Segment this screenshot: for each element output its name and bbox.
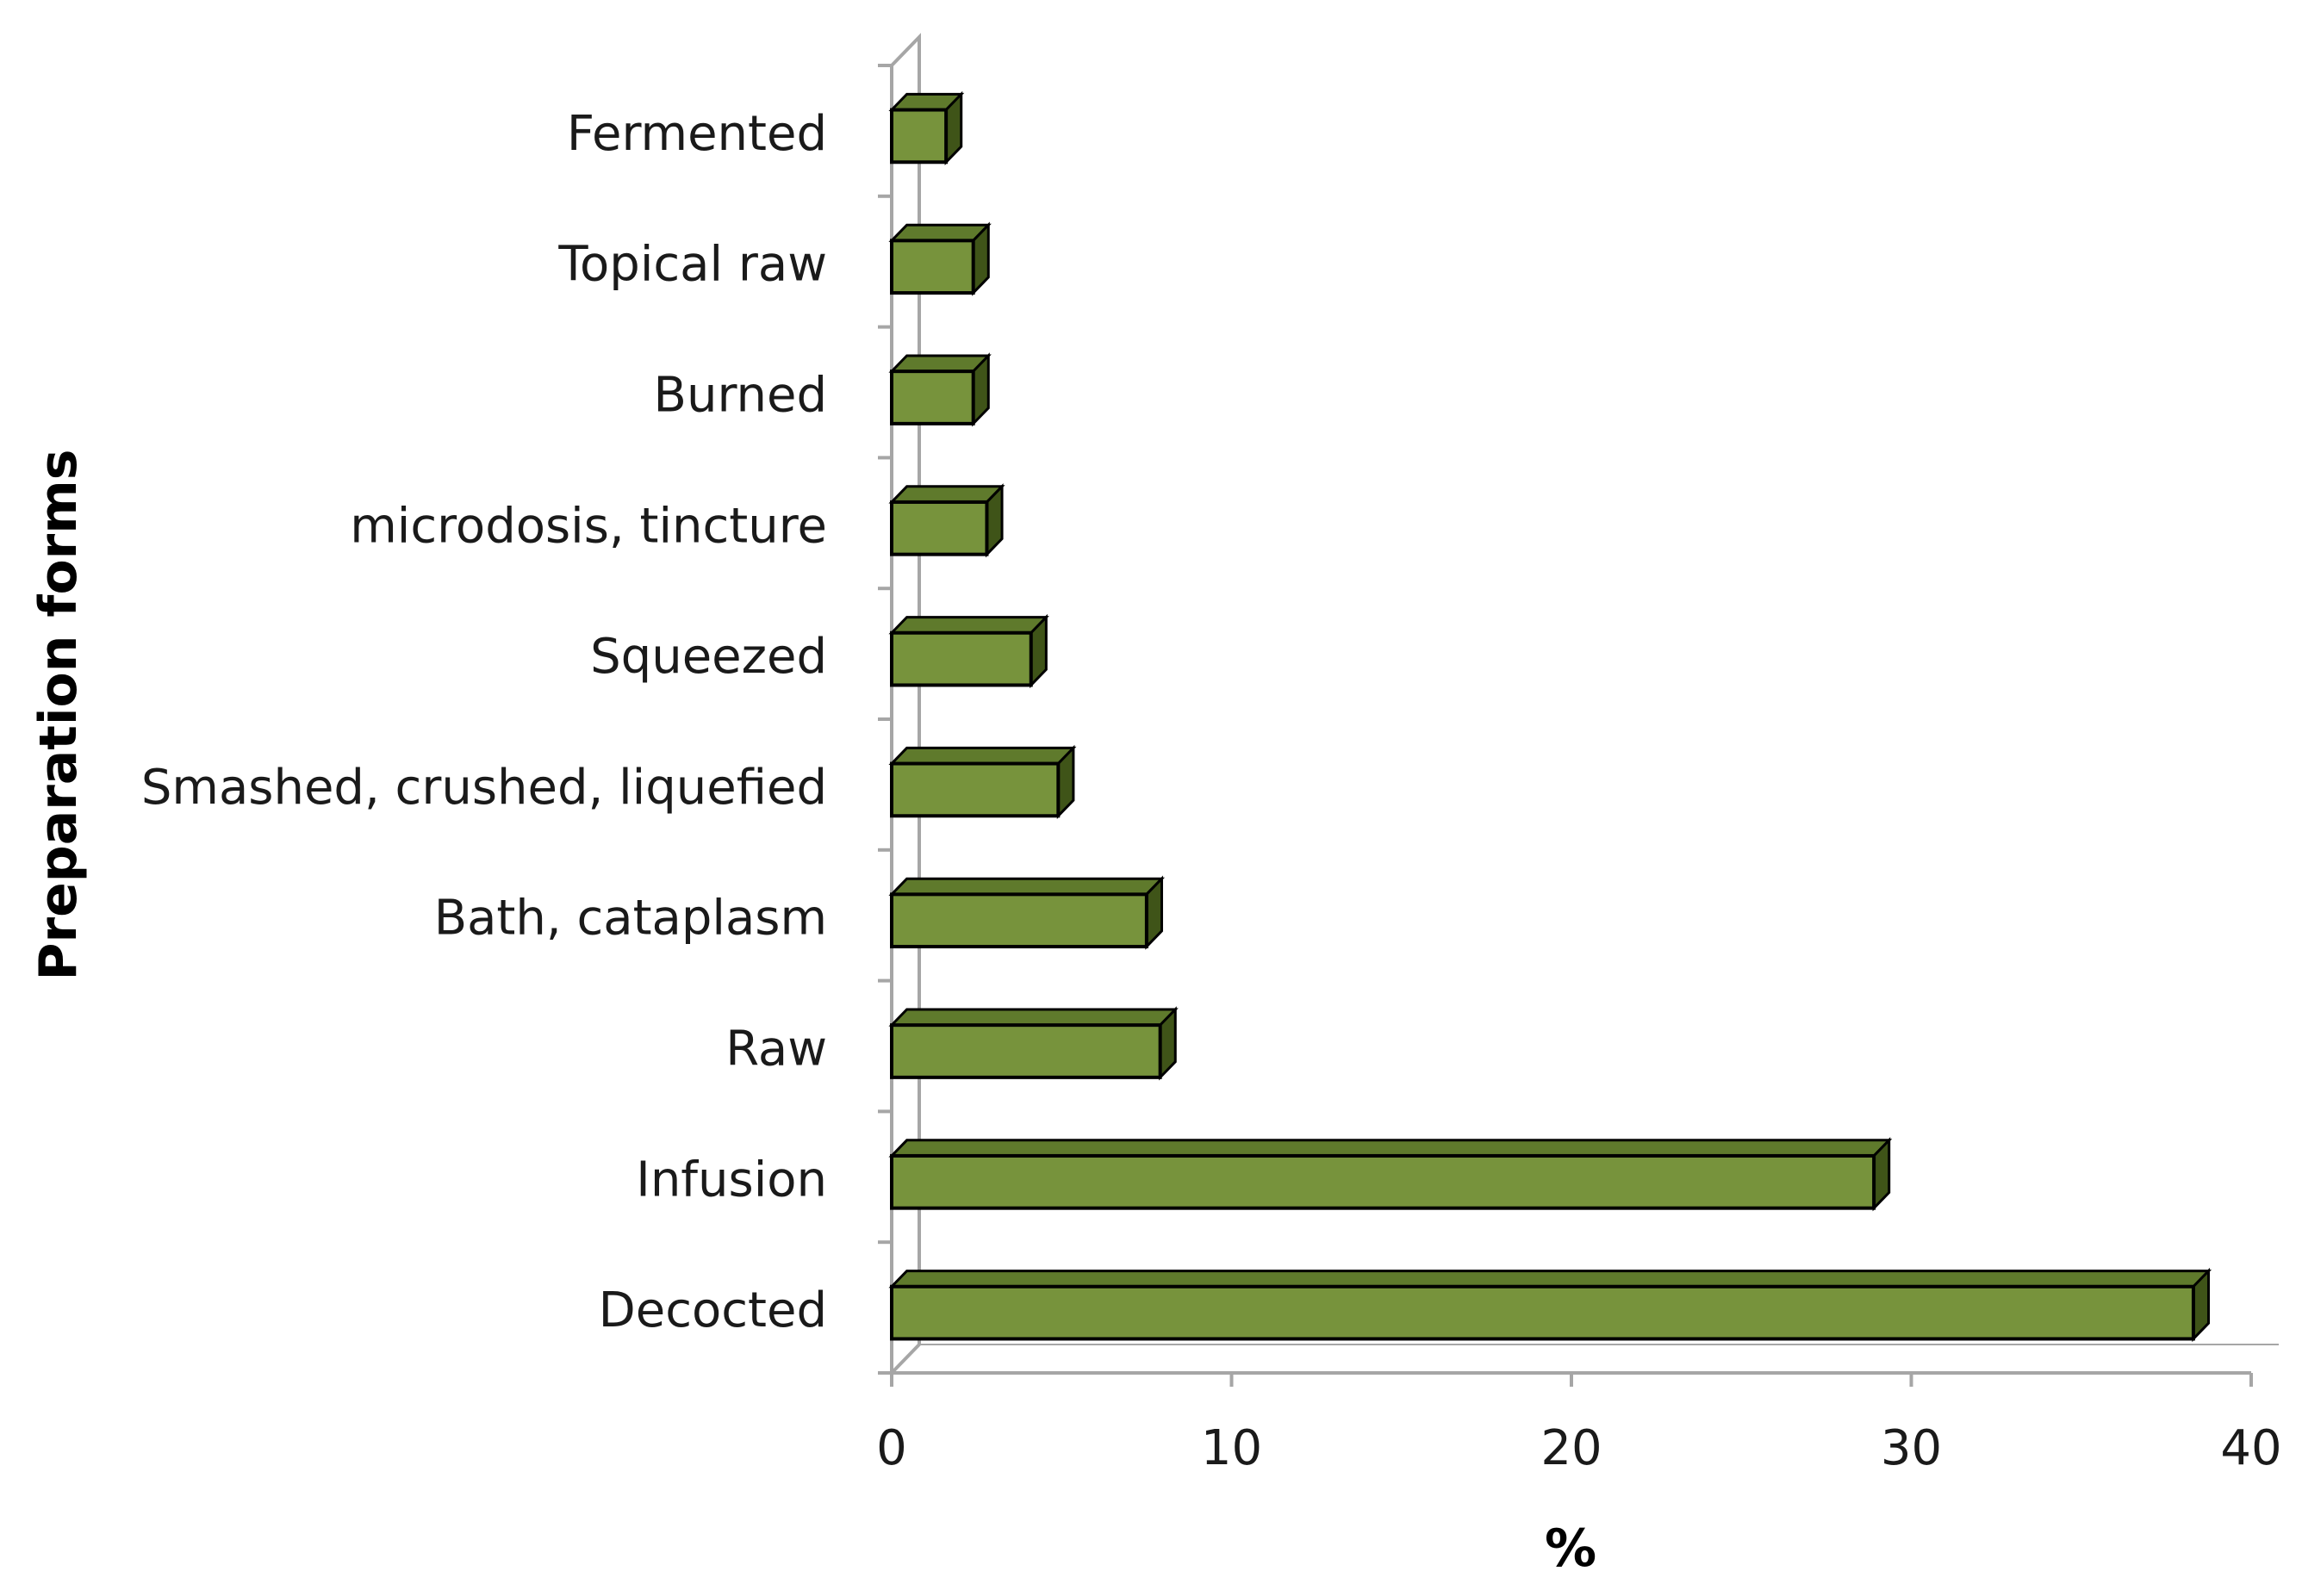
- bar-front-face: [890, 892, 1148, 949]
- category-label: Bath, cataplasm: [434, 891, 827, 947]
- bar: [888, 90, 965, 165]
- bar: [888, 483, 1005, 558]
- bars-group: [888, 90, 2212, 1343]
- bar-top-face: [888, 616, 1049, 635]
- bar-top-face: [888, 877, 1166, 896]
- category-labels: Decocted Infusion Raw Bath, cataplasm Smashe…: [141, 106, 827, 1338]
- bar-front-face: [890, 108, 949, 165]
- x-tick-label: 30: [1881, 1420, 1942, 1476]
- bar-top-face: [888, 1139, 1893, 1158]
- x-tick-label: 10: [1201, 1420, 1262, 1476]
- bar-front-face: [890, 1284, 2195, 1341]
- bar: [888, 1006, 1179, 1081]
- bar: [888, 1137, 1893, 1212]
- x-tick-labels: 0 10 20 30 40: [876, 1420, 2281, 1476]
- bar: [888, 744, 1077, 819]
- bar-front-face: [890, 1153, 1876, 1210]
- category-label: microdosis, tincture: [350, 498, 827, 554]
- bar: [888, 221, 992, 296]
- bar-front-face: [890, 630, 1033, 687]
- bar: [888, 1267, 2212, 1343]
- category-label: Topical raw: [557, 237, 827, 293]
- bar-front-face: [890, 761, 1061, 818]
- x-axis-title: %: [1545, 1518, 1596, 1579]
- bar-front-face: [890, 500, 989, 556]
- bar-top-face: [888, 1270, 2212, 1289]
- category-label: Fermented: [567, 106, 827, 162]
- y-axis-title: Preparation forms: [28, 450, 89, 981]
- bar-top-face: [888, 746, 1077, 766]
- bar-front-face: [890, 370, 975, 425]
- bar: [888, 352, 992, 427]
- x-tick-label: 40: [2220, 1420, 2281, 1476]
- bar-top-face: [888, 485, 1005, 504]
- category-label: Decocted: [599, 1282, 827, 1338]
- category-label: Burned: [654, 368, 827, 424]
- x-tick-label: 0: [876, 1420, 907, 1476]
- category-label: Infusion: [636, 1152, 827, 1208]
- bar: [888, 613, 1049, 689]
- x-tick-label: 20: [1540, 1420, 1602, 1476]
- bar-front-face: [890, 1023, 1162, 1079]
- bar: [888, 875, 1166, 950]
- category-label: Smashed, crushed, liquefied: [141, 760, 827, 816]
- category-label: Raw: [725, 1022, 827, 1077]
- bar-top-face: [888, 1008, 1179, 1027]
- category-label: Squeezed: [590, 629, 827, 685]
- bar-front-face: [890, 239, 975, 295]
